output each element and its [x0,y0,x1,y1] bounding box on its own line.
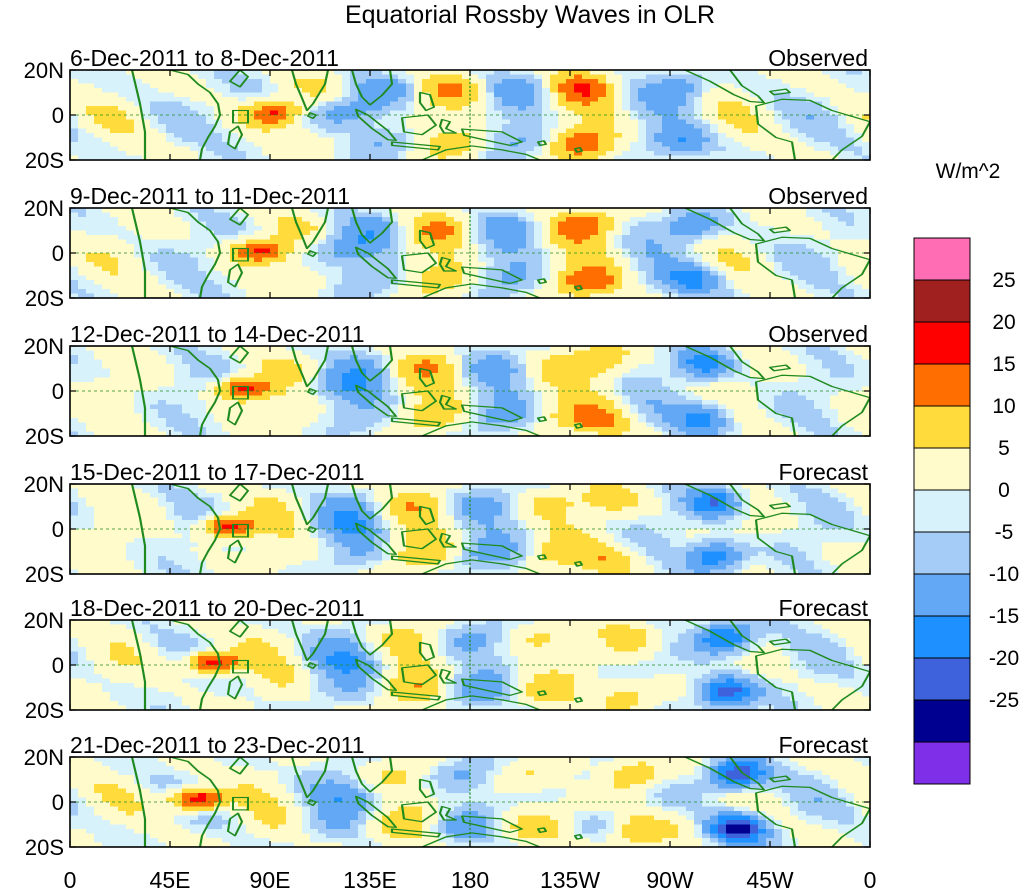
lat-tick-label: 0 [52,103,64,128]
lat-tick-label: 20N [24,608,64,633]
lat-tick-label: 20N [24,196,64,221]
colorbar-box [913,279,971,323]
reference-box [232,523,249,538]
olr-map [70,620,870,710]
panel-status: Observed [768,183,868,209]
colorbar-boxes [913,237,971,785]
reference-box [232,385,249,400]
colorbar-box [913,699,971,743]
panel-status: Forecast [779,459,869,485]
lat-tick-label: 20N [24,334,64,359]
lon-tick-label: 135W [540,867,600,890]
longitude-axis: 0 45E 90E 135E 180 135W 90W 45W 0 [64,867,877,890]
reference-box [232,247,249,262]
lat-tick-label: 20S [25,148,64,173]
olr-field [70,484,870,574]
colorbar-label: -5 [995,521,1014,544]
panel-stack: 6-Dec-2011 to 8-Dec-2011 Observed20N020S9… [24,45,871,860]
lat-tick-label: 20S [25,698,64,723]
lat-tick-label: 20N [24,58,64,83]
colorbar-box [913,657,971,701]
reference-box [232,109,249,124]
colorbar-box [913,531,971,575]
olr-field [70,757,870,847]
wave-panel: 18-Dec-2011 to 20-Dec-2011 Forecast 20N 0 20… [24,595,871,723]
colorbar-box [913,363,971,407]
panel-date-range: 12-Dec-2011 to 14-Dec-2011 [70,321,365,347]
panel-date-range: 9-Dec-2011 to 11-Dec-2011 [70,183,350,209]
olr-field [70,620,870,710]
lat-tick-label: 20S [25,286,64,311]
lat-tick-label: 20S [25,835,64,860]
panel-date-range: 21-Dec-2011 to 23-Dec-2011 [70,732,365,758]
lat-tick-label: 20N [24,745,64,770]
panel-status: Observed [768,321,868,347]
lat-tick-label: 0 [52,379,64,404]
olr-field [70,208,870,298]
olr-map [70,757,870,847]
olr-field [70,346,870,436]
olr-map [70,70,870,160]
lat-tick-label: 0 [52,241,64,266]
colorbar-labels: 25 20 15 10 5 0 -5 -10 -15 -20 -25 [989,269,1019,712]
colorbar-box [913,237,971,281]
wave-panel: 6-Dec-2011 to 8-Dec-2011 Observed 20N 0 20S [24,45,871,173]
panel-status: Forecast [779,732,869,758]
lon-tick-label: 90W [646,867,694,890]
panel-status: Forecast [779,595,869,621]
wave-panel: 9-Dec-2011 to 11-Dec-2011 Observed 20N 0 20S [24,183,871,311]
lon-tick-label: 45E [150,867,191,890]
wave-panel: 21-Dec-2011 to 23-Dec-2011 Forecast 20N 0 20… [24,732,871,860]
lon-tick-label: 135E [343,867,397,890]
colorbar-label: -10 [989,563,1019,586]
lon-tick-label: 45W [746,867,794,890]
lon-tick-label: 180 [451,867,489,890]
lon-tick-label: 90E [250,867,291,890]
colorbar-label: 10 [992,395,1015,418]
figure-title: Equatorial Rossby Waves in OLR [345,1,715,29]
colorbar-label: -20 [989,647,1019,670]
lat-tick-label: 0 [52,790,64,815]
lat-tick-label: 20S [25,424,64,449]
colorbar-label: 25 [992,269,1015,292]
colorbar-label: 20 [992,311,1015,334]
reference-box [232,659,249,674]
olr-map [70,346,870,436]
reference-box [232,796,249,811]
colorbar-label: 15 [992,353,1015,376]
panel-status: Observed [768,45,868,71]
wave-panel: 15-Dec-2011 to 17-Dec-2011 Forecast 20N 0 20… [24,459,871,587]
colorbar-units: W/m^2 [936,160,1001,183]
panel-date-range: 15-Dec-2011 to 17-Dec-2011 [70,459,365,485]
colorbar-box [913,741,971,785]
colorbar-box [913,321,971,365]
wave-panel: 12-Dec-2011 to 14-Dec-2011 Observed 20N 0 20… [24,321,871,449]
colorbar-box [913,405,971,449]
colorbar-label: 5 [998,437,1010,460]
lon-tick-label: 0 [64,867,77,890]
lat-tick-label: 20S [25,562,64,587]
olr-map [70,484,870,574]
olr-map [70,208,870,298]
lat-tick-label: 20N [24,472,64,497]
colorbar-box [913,489,971,533]
colorbar-label: 0 [998,479,1010,502]
lat-tick-label: 0 [52,517,64,542]
panel-date-range: 6-Dec-2011 to 8-Dec-2011 [70,45,339,71]
lon-tick-label: 0 [864,867,877,890]
olr-colorbar: W/m^2 25 20 15 10 5 0 -5 -10 -15 -20 -25 [913,160,1019,785]
colorbar-label: -25 [989,689,1019,712]
lat-tick-label: 0 [52,653,64,678]
panel-date-range: 18-Dec-2011 to 20-Dec-2011 [70,595,365,621]
colorbar-label: -15 [989,605,1019,628]
colorbar-box [913,447,971,491]
colorbar-box [913,573,971,617]
colorbar-box [913,615,971,659]
